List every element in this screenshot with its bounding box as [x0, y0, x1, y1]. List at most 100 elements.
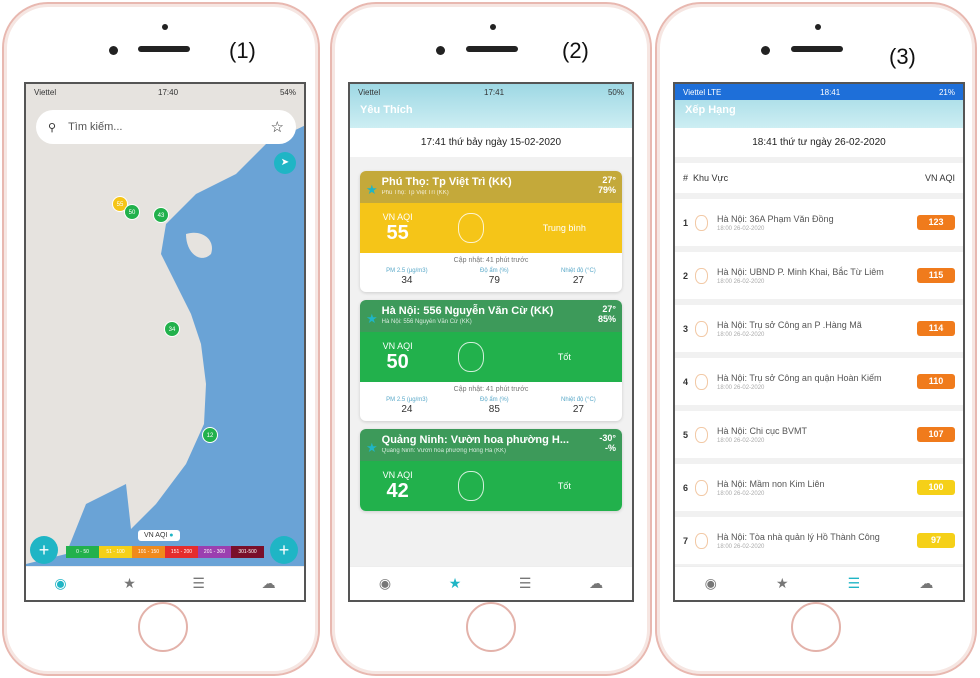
search-bar[interactable]: ⚲ Tìm kiếm... ☆ [36, 110, 296, 144]
tab-bar: ◉ ★ ☰ ☁ [350, 566, 632, 600]
temp-value: 27 [572, 404, 584, 415]
pm-value: 34 [401, 275, 413, 286]
favorites-screen: Viettel 17:41 50% Yêu Thích 17:41 thứ bảy … [348, 82, 634, 602]
temp-label: Nhiệt độ (°C) [561, 268, 596, 274]
station-name: Hà Nội: Trụ sở Công an quận Hoàn Kiếm [717, 372, 882, 383]
camera [761, 46, 770, 55]
header: Viettel LTE 18:41 21% Xếp Hạng [675, 84, 963, 128]
updated-label: Cập nhật: 41 phút trước [453, 257, 529, 264]
legend-title: VN AQI ● [138, 530, 180, 541]
ranking-row[interactable]: 3 Hà Nội: Trụ sở Công an P .Hàng Mã 18:00… [675, 305, 963, 358]
tab-map-globe-icon[interactable]: ◉ [378, 575, 392, 591]
locate-button[interactable]: ➤ [274, 152, 296, 174]
ranking-row[interactable]: 1 Hà Nội: 36A Phạm Văn Đồng 18:00 26-02-2… [675, 199, 963, 252]
search-input[interactable]: Tìm kiếm... [68, 121, 123, 133]
add-button-left[interactable]: + [30, 536, 58, 564]
sensor [490, 24, 496, 30]
phone-map: (1) Viettel 17:40 54% ⚲ Tìm kiếm... ☆ ➤ 55… [2, 2, 320, 676]
tab-favorites-star-icon[interactable]: ★ [448, 575, 462, 591]
favorite-star-icon[interactable]: ★ [366, 440, 378, 455]
ranking-row[interactable]: 5 Hà Nội: Chi cục BVMT 18:00 26-02-2020 1… [675, 411, 963, 464]
tab-map-globe-icon[interactable]: ◉ [704, 575, 717, 591]
col-aqi: VN AQI [924, 173, 955, 183]
tab-ranking-list-icon[interactable]: ☰ [518, 575, 532, 591]
pm-label: PM 2.5 (µg/m3) [386, 397, 428, 403]
speaker [466, 46, 518, 52]
home-button[interactable] [791, 602, 841, 652]
pm-value: 24 [401, 404, 413, 415]
timestamp: 18:00 26-02-2020 [717, 278, 765, 285]
updated-label: Cập nhật: 41 phút trước [453, 386, 529, 393]
legend-item: 51 - 100 [99, 546, 132, 558]
ranking-row[interactable]: 7 Hà Nội: Tòa nhà quản lý Hồ Thành Công 1… [675, 517, 963, 570]
tab-bar: ◉ ★ ☰ ☁ [675, 566, 963, 600]
tab-ranking-list-icon[interactable]: ☰ [847, 575, 861, 591]
aqi-badge: 97 [917, 533, 955, 548]
station-name: Hà Nội: 556 Nguyễn Văn Cừ (KK) [381, 305, 554, 317]
station-name: Hà Nội: 36A Phạm Văn Đồng [717, 213, 834, 224]
timestamp: 18:00 26-02-2020 [717, 543, 765, 550]
station-card[interactable]: ★ Phú Thọ: Tp Việt Trì (KK) Phú Thọ: Tp V… [360, 171, 622, 292]
aqi-status: Tốt [557, 352, 571, 362]
ranking-row[interactable]: 4 Hà Nội: Trụ sở Công an quận Hoàn Kiếm 1… [675, 358, 963, 411]
aqi-badge: 115 [917, 268, 955, 283]
aqi-marker[interactable]: 43 [153, 207, 169, 223]
aqi-marker[interactable]: 34 [164, 321, 180, 337]
tab-weather-cloud-icon[interactable]: ☁ [261, 575, 276, 591]
ranking-row[interactable]: 6 Hà Nội: Mầm non Kim Liên 18:00 26-02-20… [675, 464, 963, 517]
aqi-badge: 100 [917, 480, 955, 495]
humidity: 85% [597, 314, 616, 324]
favorite-star-icon[interactable]: ★ [366, 182, 378, 197]
aqi-badge: 123 [917, 215, 955, 230]
tab-ranking-list-icon[interactable]: ☰ [192, 575, 205, 591]
aqi-badge: 110 [917, 374, 955, 389]
humidity-value: 79 [488, 275, 500, 286]
page-title: Yêu Thích [360, 104, 413, 116]
tab-map-globe-icon[interactable]: ◉ [54, 575, 67, 591]
tab-weather-cloud-icon[interactable]: ☁ [589, 575, 604, 591]
legend-item: 0 - 50 [66, 546, 99, 558]
station-name: Hà Nội: Chi cục BVMT [717, 425, 808, 436]
timestamp: 18:00 26-02-2020 [717, 437, 765, 444]
face-icon [458, 342, 484, 372]
search-icon: ⚲ [48, 121, 57, 134]
col-area: Khu Vực [693, 173, 729, 183]
legend-item: 101 - 150 [132, 546, 165, 558]
sensor [815, 24, 821, 30]
favorite-star-icon[interactable]: ★ [366, 311, 378, 326]
timestamp: 18:00 26-02-2020 [717, 331, 765, 338]
aqi-badge: 114 [917, 321, 955, 336]
aqi-badge: 107 [917, 427, 955, 442]
speaker [791, 46, 843, 52]
humidity: 79% [597, 185, 616, 195]
add-button-right[interactable]: + [270, 536, 298, 564]
phone-favorites: (2) Viettel 17:41 50% Yêu Thích 17:41 thứ … [330, 2, 652, 676]
station-name: Quảng Ninh: Vườn hoa phường H... [381, 434, 570, 446]
timestamp: 18:00 26-02-2020 [717, 225, 765, 232]
tab-favorites-star-icon[interactable]: ★ [123, 575, 136, 591]
ranking-row[interactable]: 2 Hà Nội: UBND P. Minh Khai, Bắc Từ Liêm… [675, 252, 963, 305]
page-title: Xếp Hạng [685, 104, 736, 116]
home-button[interactable] [138, 602, 188, 652]
tab-weather-cloud-icon[interactable]: ☁ [919, 575, 934, 591]
rank: 3 [683, 323, 689, 334]
star-icon[interactable]: ☆ [270, 119, 284, 136]
face-icon [695, 214, 708, 231]
legend-item: 151 - 200 [165, 546, 198, 558]
humidity-label: Độ ẩm (%) [480, 268, 509, 274]
station-card[interactable]: ★ Hà Nội: 556 Nguyễn Văn Cừ (KK) Hà Nội: … [360, 300, 622, 421]
camera [109, 46, 118, 55]
phone-label: (2) [562, 38, 589, 63]
aqi-marker[interactable]: 12 [202, 427, 218, 443]
rank: 7 [683, 535, 689, 546]
aqi-value: 42 [386, 479, 409, 502]
list-header: # Khu Vực VN AQI [675, 163, 963, 199]
home-button[interactable] [466, 602, 516, 652]
station-card[interactable]: ★ Quảng Ninh: Vườn hoa phường H... Quảng … [360, 429, 622, 511]
tab-favorites-star-icon[interactable]: ★ [775, 575, 789, 591]
aqi-marker[interactable]: 50 [124, 204, 140, 220]
temp-label: Nhiệt độ (°C) [561, 397, 596, 403]
station-subtitle: Hà Nội: 556 Nguyễn Văn Cừ (KK) [381, 319, 472, 325]
aqi-legend: 0 - 50 51 - 100 101 - 150 151 - 200 201 - 30… [66, 546, 264, 558]
map-view[interactable] [26, 84, 306, 602]
